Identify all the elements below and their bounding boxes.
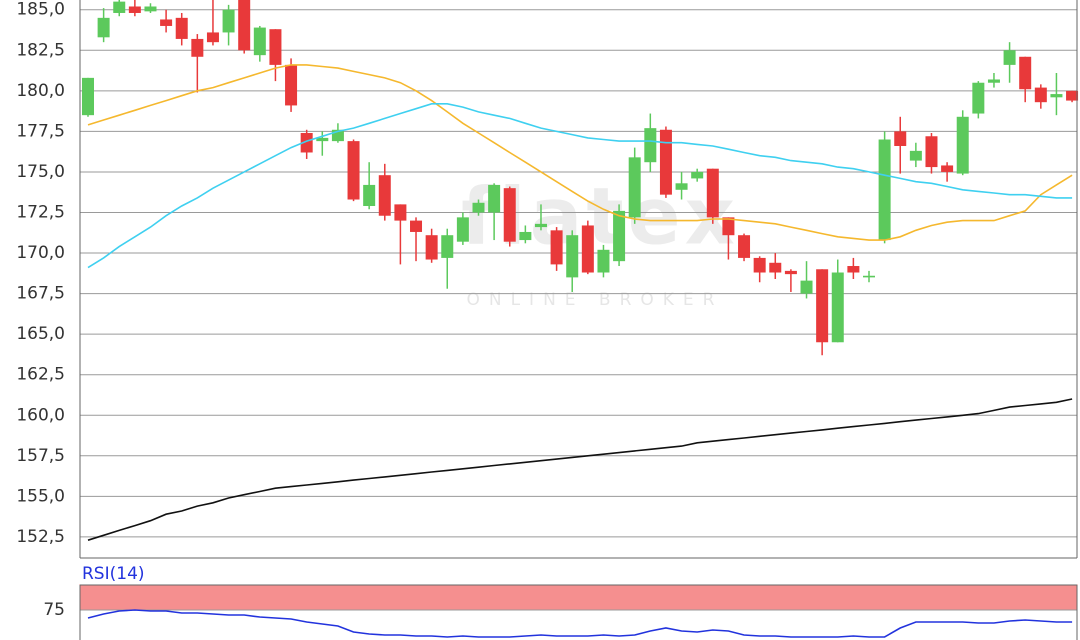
candle-body [878, 139, 891, 241]
candle-body [706, 168, 719, 218]
candle-body [128, 6, 141, 13]
candle-body [488, 184, 501, 213]
candle-body [206, 32, 219, 43]
candle-body [316, 137, 329, 142]
rsi-title: RSI(14) [82, 564, 145, 584]
candle-body [784, 270, 797, 275]
candle-body [738, 235, 751, 258]
candle-body [831, 272, 844, 343]
candle-body [1066, 90, 1079, 101]
candle-body [941, 165, 954, 172]
candle-body [691, 171, 704, 179]
candle-body [331, 129, 344, 142]
y-tick-label: 152,5 [16, 527, 65, 547]
candle-body [1019, 56, 1032, 90]
candle-body [972, 82, 985, 114]
candle-body [847, 266, 860, 273]
candle-body [269, 29, 282, 65]
candle-body [456, 217, 469, 242]
candle-body [441, 235, 454, 258]
y-tick-label: 180,0 [16, 81, 65, 101]
y-tick-label: 172,5 [16, 202, 65, 222]
y-tick-label: 185,0 [16, 0, 65, 20]
candle-body [987, 79, 1000, 83]
candle-body [1050, 94, 1063, 98]
candle-body [113, 1, 126, 13]
y-tick-label: 75 [43, 600, 65, 620]
y-tick-label: 157,5 [16, 446, 65, 466]
candle-body [722, 217, 735, 236]
candle-body [160, 19, 173, 26]
y-tick-label: 177,5 [16, 121, 65, 141]
candle-body [675, 183, 688, 190]
candle-body [519, 231, 532, 241]
candle-body [222, 9, 235, 33]
candle-body [472, 202, 485, 213]
candle-body [644, 128, 657, 163]
y-tick-label: 167,5 [16, 284, 65, 304]
candle-body [597, 249, 610, 273]
candle-body [956, 116, 969, 174]
candle-body [863, 275, 875, 278]
candle-body [378, 175, 391, 216]
y-tick-label: 162,5 [16, 365, 65, 385]
candle-body [769, 262, 782, 273]
y-tick-label: 165,0 [16, 324, 65, 344]
candle-body [300, 133, 313, 153]
candle-body [503, 188, 516, 242]
candle-body [909, 150, 922, 161]
candle-body [82, 77, 94, 116]
candle-body [816, 269, 829, 343]
candle-body [253, 27, 266, 56]
candle-body [238, 0, 251, 51]
candle-body [613, 210, 626, 262]
overbought-band [79, 584, 1078, 611]
candle-body [1034, 87, 1047, 103]
candle-body [97, 17, 110, 38]
candle-body [1003, 50, 1016, 65]
candle-body [394, 204, 407, 221]
candle-body [894, 131, 907, 146]
candle-body [550, 230, 563, 265]
candle-body [581, 225, 594, 273]
y-tick-label: 155,0 [16, 486, 65, 506]
y-tick-label: 160,0 [16, 405, 65, 425]
candle-body [425, 235, 438, 260]
candle-body [753, 257, 766, 273]
rsi-line [87, 609, 1073, 638]
candle-body [628, 157, 641, 218]
candle-body [363, 184, 376, 207]
y-tick-label: 182,5 [16, 40, 65, 60]
candle-body [191, 38, 204, 57]
candle-body [566, 235, 579, 278]
y-tick-label: 175,0 [16, 162, 65, 182]
candle-body [144, 6, 157, 12]
candle-body [175, 17, 188, 39]
candle-body [800, 280, 813, 294]
candle-body [347, 141, 360, 200]
candle-body [410, 220, 423, 232]
moving-average-line [87, 398, 1073, 541]
watermark: flatex [461, 172, 739, 262]
y-tick-label: 170,0 [16, 243, 65, 263]
moving-average-line [87, 103, 1073, 269]
watermark-sub: ONLINE BROKER [466, 290, 723, 310]
candle-body [534, 223, 547, 228]
candle-body [659, 129, 672, 195]
moving-average-line [87, 64, 1073, 241]
candle-body [285, 64, 298, 106]
candle-body [925, 136, 938, 168]
